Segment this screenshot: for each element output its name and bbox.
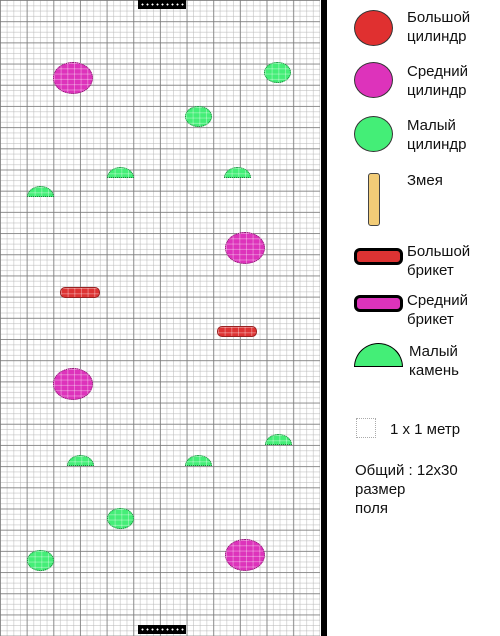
legend-cylinder-big-icon bbox=[354, 10, 393, 46]
legend-brick-big-icon bbox=[354, 248, 403, 265]
legend-cylinder-small-icon bbox=[354, 116, 393, 152]
legend-snake-label: Змея bbox=[407, 172, 443, 189]
field-cylinder-mid bbox=[225, 539, 266, 572]
field-stone-small bbox=[26, 186, 54, 198]
field-cylinder-mid bbox=[53, 62, 94, 95]
field-cylinder-mid bbox=[225, 232, 266, 265]
legend-snake-icon bbox=[368, 173, 380, 226]
gate-dots bbox=[139, 2, 184, 6]
legend-stone-small-label: Малый камень bbox=[409, 343, 459, 379]
legend-cylinder-small-label: Малый цилиндр bbox=[407, 117, 467, 153]
field-stone-small bbox=[265, 434, 293, 446]
field-gate-bottom bbox=[137, 625, 186, 635]
legend-cylinder-mid-label: Средний цилиндр bbox=[407, 63, 468, 99]
legend-brick-mid-label: Средний брикет bbox=[407, 292, 468, 328]
field-cylinder-mid bbox=[53, 367, 94, 400]
legend-brick-big-label: Большой брикет bbox=[407, 243, 471, 279]
field-stone-small bbox=[66, 455, 94, 467]
field-cylinder-small bbox=[185, 106, 213, 128]
field-cylinder-small bbox=[263, 61, 291, 83]
game-field bbox=[0, 0, 320, 636]
legend-total-size-label: Общий : 12x30 размер поля bbox=[355, 462, 458, 517]
legend-scale-cell-icon bbox=[356, 418, 376, 438]
field-gate-top bbox=[137, 0, 186, 9]
legend-cylinder-big-label: Большой цилиндр bbox=[407, 9, 471, 45]
legend-scale-label: 1 x 1 метр bbox=[390, 421, 461, 438]
field-stone-small bbox=[106, 167, 134, 179]
field-border-line bbox=[321, 0, 327, 636]
legend-brick-mid-icon bbox=[354, 295, 403, 312]
field-cylinder-small bbox=[106, 507, 134, 529]
legend-stone-small-icon bbox=[354, 343, 403, 367]
legend-cylinder-mid-icon bbox=[354, 62, 393, 98]
field-brick-big bbox=[60, 287, 100, 299]
field-brick-big bbox=[217, 326, 258, 338]
field-cylinder-small bbox=[26, 550, 54, 572]
field-stone-small bbox=[185, 455, 213, 467]
gate-dots bbox=[139, 628, 184, 632]
field-stone-small bbox=[223, 167, 251, 179]
